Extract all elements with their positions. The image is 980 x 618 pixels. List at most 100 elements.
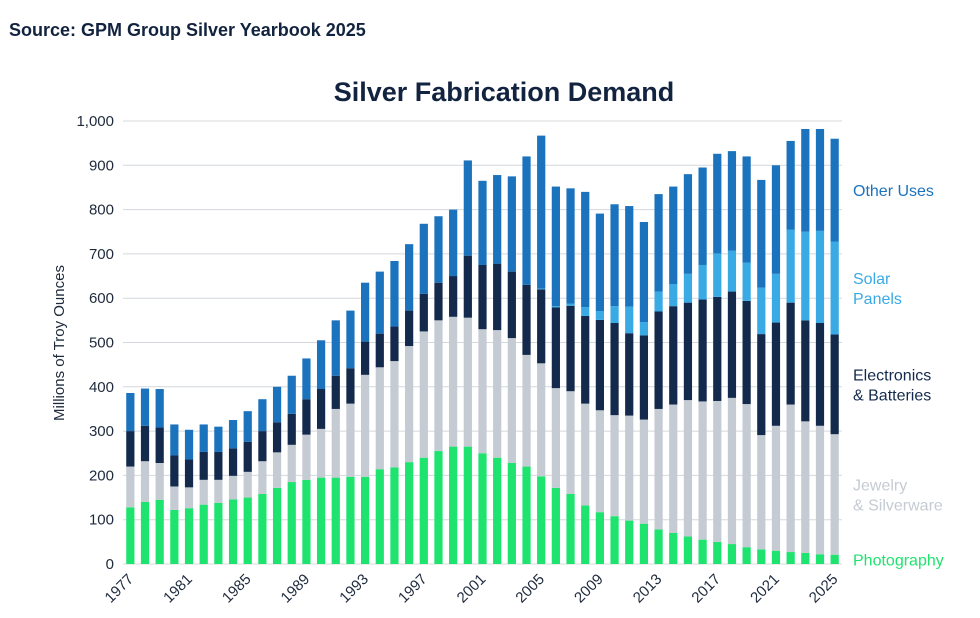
bar-jewelry-and-silverware-2017 bbox=[713, 400, 722, 542]
bar-other-uses-1998 bbox=[434, 216, 443, 283]
legend-electronics-and-batteries: Electronics & Batteries bbox=[853, 367, 931, 404]
bar-photography-2003 bbox=[507, 462, 516, 564]
bar-electronics-and-batteries-1992 bbox=[346, 368, 355, 404]
bar-solar-panels-2013 bbox=[654, 291, 663, 312]
bar-other-uses-2004 bbox=[522, 156, 531, 285]
bar-other-uses-1991 bbox=[331, 320, 340, 376]
bar-photography-2005 bbox=[537, 476, 546, 564]
bar-electronics-and-batteries-1988 bbox=[287, 413, 296, 445]
bar-electronics-and-batteries-1997 bbox=[419, 293, 428, 332]
bar-electronics-and-batteries-2001 bbox=[478, 264, 487, 330]
bar-jewelry-and-silverware-2020 bbox=[757, 435, 766, 550]
bar-other-uses-2021 bbox=[771, 165, 781, 274]
bar-other-uses-2022 bbox=[786, 140, 795, 230]
bar-electronics-and-batteries-2015 bbox=[683, 302, 693, 401]
bar-jewelry-and-silverware-2009 bbox=[595, 410, 604, 513]
bar-jewelry-and-silverware-1986 bbox=[258, 461, 267, 495]
bar-solar-panels-2005 bbox=[537, 288, 546, 290]
bar-jewelry-and-silverware-2012 bbox=[639, 419, 649, 524]
bar-photography-2025 bbox=[830, 554, 839, 564]
x-tick-label: 2017 bbox=[688, 571, 724, 607]
bar-jewelry-and-silverware-2007 bbox=[566, 391, 575, 495]
bar-electronics-and-batteries-1986 bbox=[258, 431, 267, 462]
bar-photography-1998 bbox=[434, 451, 443, 564]
bar-other-uses-2002 bbox=[493, 175, 502, 264]
bar-solar-panels-2024 bbox=[815, 230, 825, 324]
bar-solar-panels-2020 bbox=[757, 287, 766, 335]
bar-other-uses-1997 bbox=[419, 223, 428, 294]
bar-photography-1994 bbox=[375, 469, 384, 564]
x-tick-label: 2013 bbox=[630, 571, 666, 607]
bar-photography-2022 bbox=[786, 552, 795, 564]
bar-photography-1984 bbox=[228, 499, 238, 564]
bar-solar-panels-2014 bbox=[669, 284, 678, 307]
bar-jewelry-and-silverware-2019 bbox=[742, 404, 751, 548]
x-tick-label: 1977 bbox=[102, 571, 138, 607]
bar-electronics-and-batteries-2014 bbox=[669, 306, 678, 405]
bar-photography-2001 bbox=[478, 453, 487, 564]
bar-electronics-and-batteries-1989 bbox=[302, 399, 311, 435]
bar-other-uses-2020 bbox=[757, 179, 766, 288]
bar-jewelry-and-silverware-1985 bbox=[243, 471, 252, 498]
bar-electronics-and-batteries-1978 bbox=[140, 425, 150, 462]
bar-other-uses-2010 bbox=[610, 204, 619, 307]
bar-jewelry-and-silverware-1978 bbox=[140, 461, 150, 502]
bar-photography-1980 bbox=[170, 509, 179, 564]
bar-other-uses-1981 bbox=[184, 429, 194, 460]
bar-solar-panels-2022 bbox=[786, 229, 795, 303]
bar-other-uses-2023 bbox=[801, 128, 810, 232]
bar-photography-1983 bbox=[214, 502, 223, 564]
bar-jewelry-and-silverware-1995 bbox=[390, 361, 399, 468]
bar-photography-2012 bbox=[639, 523, 649, 564]
bar-electronics-and-batteries-2025 bbox=[830, 334, 839, 435]
bar-jewelry-and-silverware-2023 bbox=[801, 421, 810, 553]
x-tick-label: 2009 bbox=[571, 571, 607, 607]
bar-photography-1981 bbox=[184, 508, 194, 564]
bar-other-uses-2000 bbox=[463, 160, 472, 256]
bar-electronics-and-batteries-1985 bbox=[243, 441, 252, 472]
bar-jewelry-and-silverware-1996 bbox=[405, 346, 414, 463]
bar-other-uses-1999 bbox=[449, 209, 458, 277]
y-tick-label: 1,000 bbox=[76, 113, 114, 130]
bar-electronics-and-batteries-1977 bbox=[126, 431, 135, 467]
bar-electronics-and-batteries-2017 bbox=[713, 296, 722, 401]
bar-other-uses-1986 bbox=[258, 399, 267, 432]
bar-photography-2015 bbox=[683, 536, 693, 564]
bar-photography-1990 bbox=[316, 477, 326, 564]
x-tick-label: 1981 bbox=[160, 571, 196, 607]
bar-photography-1977 bbox=[126, 507, 135, 564]
bar-other-uses-2009 bbox=[595, 213, 604, 312]
legend-other-uses: Other Uses bbox=[853, 183, 934, 200]
bar-jewelry-and-silverware-2004 bbox=[522, 354, 531, 467]
bar-other-uses-2011 bbox=[625, 206, 634, 307]
bar-solar-panels-2018 bbox=[727, 250, 737, 292]
bar-electronics-and-batteries-1991 bbox=[331, 375, 340, 409]
bar-other-uses-2005 bbox=[537, 135, 546, 289]
bar-other-uses-1982 bbox=[199, 424, 208, 452]
y-tick-label: 300 bbox=[89, 423, 114, 440]
bar-photography-2000 bbox=[463, 446, 472, 564]
bar-photography-2017 bbox=[713, 541, 722, 564]
x-tick-label: 2021 bbox=[747, 571, 783, 607]
x-axis-ticks: 1977 1981 1985 1989 1993 1997 2001 2005 2009 2013… bbox=[102, 571, 842, 607]
bar-other-uses-1979 bbox=[155, 389, 164, 428]
bar-photography-1991 bbox=[331, 477, 340, 564]
bar-jewelry-and-silverware-2000 bbox=[463, 317, 472, 447]
bar-solar-panels-2012 bbox=[639, 322, 649, 336]
bar-solar-panels-2009 bbox=[595, 311, 604, 320]
bar-jewelry-and-silverware-2005 bbox=[537, 363, 546, 477]
bar-electronics-and-batteries-2007 bbox=[566, 305, 575, 392]
bar-electronics-and-batteries-1995 bbox=[390, 326, 399, 362]
bar-photography-2011 bbox=[625, 520, 634, 564]
bar-electronics-and-batteries-1980 bbox=[170, 455, 179, 487]
x-tick-label: 1997 bbox=[395, 571, 431, 607]
bar-photography-2007 bbox=[566, 494, 575, 564]
bar-photography-2008 bbox=[581, 505, 590, 564]
bar-photography-2024 bbox=[815, 554, 825, 564]
bar-other-uses-1983 bbox=[214, 426, 223, 452]
bar-solar-panels-2007 bbox=[566, 303, 575, 306]
bar-photography-2010 bbox=[610, 516, 619, 564]
bar-jewelry-and-silverware-2013 bbox=[654, 408, 663, 530]
bar-photography-2019 bbox=[742, 547, 751, 564]
bar-photography-1985 bbox=[243, 497, 252, 564]
